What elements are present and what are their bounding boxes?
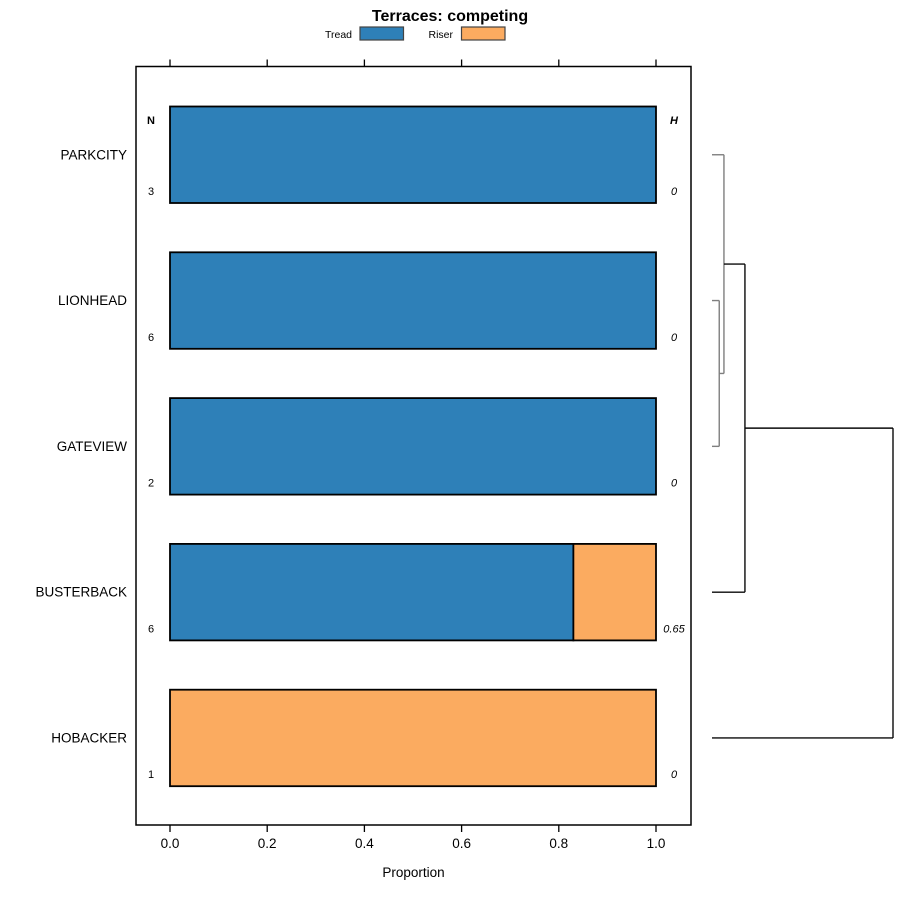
legend: Tread Riser xyxy=(325,26,506,41)
category-labels: PARKCITY LIONHEAD GATEVIEW BUSTERBACK HOBACK… xyxy=(35,147,127,745)
x-axis: 0.0 0.2 0.4 0.6 0.8 1.0 xyxy=(161,59,666,851)
bar-segment-parkcity-tread xyxy=(169,105,657,204)
x-tick-label: 0.2 xyxy=(258,836,277,851)
n-column-header: N xyxy=(147,115,155,127)
bars xyxy=(169,105,657,788)
h-value-hobacker: 0 xyxy=(671,769,678,781)
row-annotations: N H 3 0 6 0 2 0 6 0.65 1 0 xyxy=(147,115,686,781)
h-value-parkcity: 0 xyxy=(671,186,678,198)
bar-segment-busterback-tread xyxy=(169,543,575,642)
bar-segment-busterback-riser xyxy=(572,543,657,642)
n-value-gateview: 2 xyxy=(148,478,154,490)
x-tick-label: 0.0 xyxy=(161,836,180,851)
h-column-header: H xyxy=(670,115,679,127)
chart-title: Terraces: competing xyxy=(372,8,528,25)
n-value-busterback: 6 xyxy=(148,623,154,635)
x-tick-label: 0.8 xyxy=(549,836,568,851)
h-value-busterback: 0.65 xyxy=(663,623,685,635)
category-label-busterback: BUSTERBACK xyxy=(35,585,127,600)
category-label-parkcity: PARKCITY xyxy=(60,147,127,162)
plot-frame xyxy=(135,65,692,826)
n-value-parkcity: 3 xyxy=(148,186,154,198)
category-label-lionhead: LIONHEAD xyxy=(58,293,127,308)
dendrogram xyxy=(712,154,894,739)
category-label-hobacker: HOBACKER xyxy=(51,730,127,745)
category-label-gateview: GATEVIEW xyxy=(57,439,128,454)
plot-box xyxy=(135,65,692,826)
n-value-lionhead: 6 xyxy=(148,332,154,344)
n-value-hobacker: 1 xyxy=(148,769,154,781)
h-value-lionhead: 0 xyxy=(671,332,678,344)
legend-label-riser: Riser xyxy=(428,29,453,41)
legend-swatch-tread xyxy=(359,26,405,41)
x-tick-label: 1.0 xyxy=(647,836,666,851)
bar-segment-hobacker-riser xyxy=(169,688,657,788)
bar-segment-lionhead-tread xyxy=(169,251,657,350)
legend-label-tread: Tread xyxy=(325,29,352,41)
bar-segment-gateview-tread xyxy=(169,397,657,496)
x-tick-label: 0.4 xyxy=(355,836,374,851)
x-tick-label: 0.6 xyxy=(452,836,471,851)
h-value-gateview: 0 xyxy=(671,478,678,490)
legend-swatch-riser xyxy=(460,26,506,41)
x-axis-label: Proportion xyxy=(382,865,444,880)
